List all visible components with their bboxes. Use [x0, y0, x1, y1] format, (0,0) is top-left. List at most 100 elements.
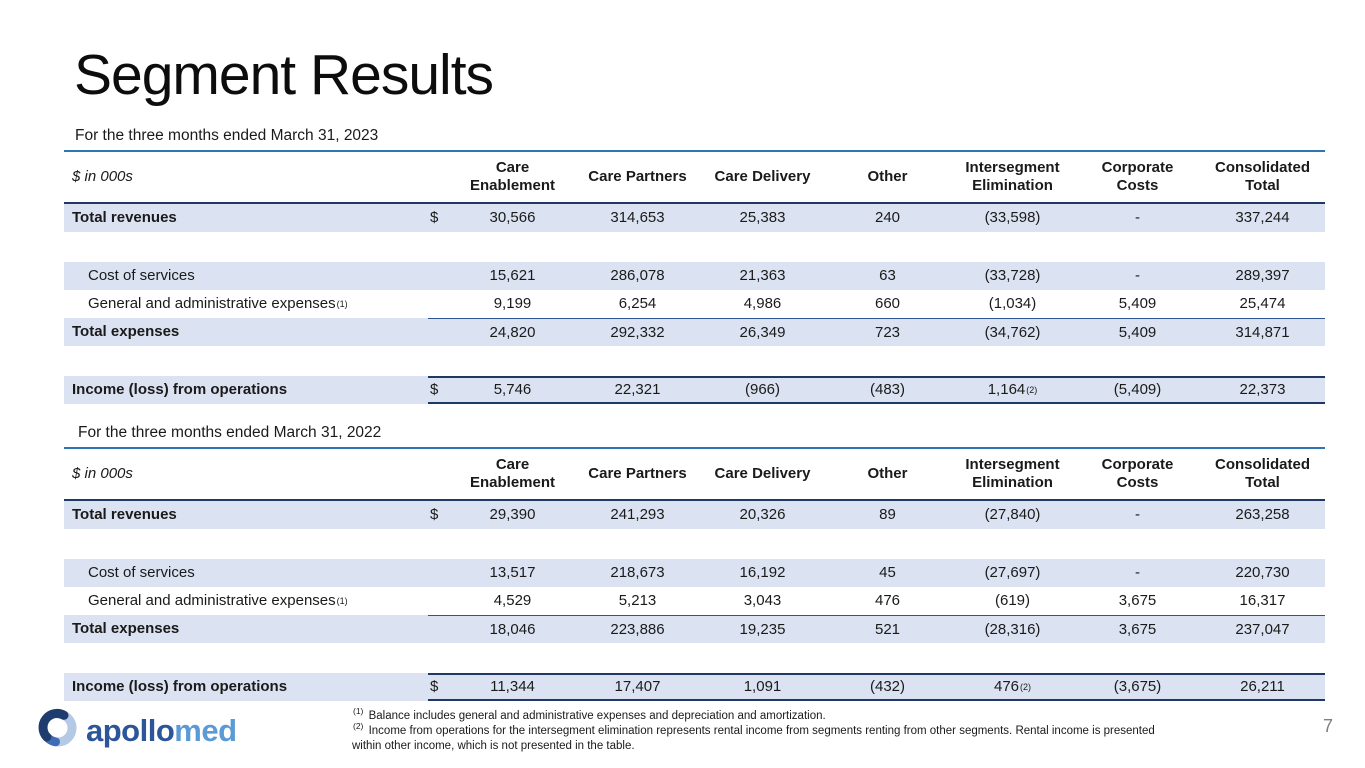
cell-value: (33,728) [984, 267, 1041, 284]
apollomed-swirl-icon [36, 706, 80, 755]
dollar-sign: $ [428, 673, 450, 701]
row-label: Total revenues [72, 506, 177, 523]
cell-value: - [1135, 209, 1140, 226]
spacer-row [64, 643, 1325, 673]
cell-value: 13,517 [489, 564, 536, 581]
cell-value: 5,409 [1075, 318, 1200, 346]
units-label: $ in 000s [72, 168, 133, 185]
cell-value: 30,566 [489, 209, 536, 226]
cell-value: 723 [825, 318, 950, 346]
cell-value: 241,293 [610, 506, 665, 523]
cell-value: 16,317 [1239, 592, 1286, 609]
table-row: Total expenses 24,820 292,332 26,349 723 (34,… [64, 318, 1325, 346]
cell-value: 18,046 [450, 615, 575, 643]
cell-value: (5,409) [1075, 376, 1200, 404]
cell-value: 26,349 [700, 318, 825, 346]
segment-table-2023: $ in 000s Care Enablement Care Partners Car… [64, 150, 1325, 404]
cell-value: 476 [874, 592, 901, 609]
footnote: (1) Balance includes general and adminis… [353, 706, 826, 722]
cell-value: 4,986 [743, 295, 782, 312]
row-label: General and administrative expenses (1) [88, 592, 348, 609]
cell-value: 5,409 [1118, 295, 1157, 312]
row-label: Cost of services [88, 564, 195, 581]
cell-value: 45 [879, 564, 896, 581]
column-header: Care Partners [588, 168, 687, 185]
table-row: Total revenues $29,390 241,293 20,326 89 (27,… [64, 501, 1325, 529]
cell-value: (966) [700, 376, 825, 404]
dollar-sign: $ [428, 376, 450, 404]
cell-value: 289,397 [1235, 267, 1290, 284]
dollar-sign [428, 559, 450, 587]
cell-value: 218,673 [610, 564, 665, 581]
column-header: Care Partners [588, 465, 687, 482]
table-row: General and administrative expenses (1) 9,… [64, 290, 1325, 318]
table-row: General and administrative expenses (1) 4,… [64, 587, 1325, 615]
dollar-sign [428, 262, 450, 290]
table-row: Cost of services 15,621 286,078 21,363 63 (33… [64, 262, 1325, 290]
cell-value: 220,730 [1235, 564, 1290, 581]
column-header: Consolidated Total [1214, 456, 1310, 491]
cell-value: 29,390 [489, 506, 536, 523]
table-header-row: $ in 000s Care Enablement Care Partners Car… [64, 150, 1325, 204]
cell-value: 292,332 [575, 318, 700, 346]
cell-value: (34,762) [950, 318, 1075, 346]
dollar-sign [428, 290, 450, 318]
column-header: Intersegment Elimination [965, 456, 1060, 491]
cell-value: 1,091 [700, 673, 825, 701]
units-label: $ in 000s [72, 465, 133, 482]
spacer-row [64, 529, 1325, 559]
dollar-sign [428, 615, 450, 643]
cell-value: (3,675) [1075, 673, 1200, 701]
cell-value: 24,820 [450, 318, 575, 346]
cell-value: 25,474 [1239, 295, 1286, 312]
cell-value: (27,840) [984, 506, 1041, 523]
apollomed-logo: apollomed [36, 706, 237, 755]
cell-value: (619) [994, 592, 1031, 609]
column-header: Care Enablement [469, 159, 556, 194]
column-header: Consolidated Total [1214, 159, 1310, 194]
cell-value: - [1135, 267, 1140, 284]
column-header: Care Delivery [714, 465, 811, 482]
table-row: Total expenses 18,046 223,886 19,235 521 (28,… [64, 615, 1325, 643]
cell-value: 4,529 [493, 592, 532, 609]
table-row: Total revenues $30,566 314,653 25,383 240 (33… [64, 204, 1325, 232]
logo-text-secondary: med [174, 712, 237, 748]
cell-value: 286,078 [610, 267, 665, 284]
row-label: Income (loss) from operations [72, 381, 288, 398]
table-row: Income (loss) from operations $11,344 17,4… [64, 673, 1325, 701]
cell-value: (27,697) [984, 564, 1041, 581]
cell-value: 16,192 [739, 564, 786, 581]
dollar-column-header [428, 152, 450, 202]
spacer-row [64, 346, 1325, 376]
cell-value: 89 [879, 506, 896, 523]
cell-value: 11,344 [450, 673, 575, 701]
dollar-sign [428, 587, 450, 615]
cell-value: 20,326 [739, 506, 786, 523]
row-label: Income (loss) from operations [72, 678, 288, 695]
table-row: Income (loss) from operations $5,746 22,32… [64, 376, 1325, 404]
footnote: (2) Income from operations for the inter… [352, 721, 1155, 753]
cell-value: 314,871 [1200, 318, 1325, 346]
cell-value: 1,164 (2) [950, 376, 1075, 404]
page-number: 7 [1322, 716, 1333, 736]
cell-value: 240 [874, 209, 901, 226]
cell-value: 660 [874, 295, 901, 312]
cell-value: 314,653 [610, 209, 665, 226]
cell-value: 3,675 [1075, 615, 1200, 643]
cell-value: (28,316) [950, 615, 1075, 643]
row-label: Cost of services [88, 267, 195, 284]
logo-wordmark: apollomed [86, 713, 237, 749]
table-row: Cost of services 13,517 218,673 16,192 45 (27… [64, 559, 1325, 587]
cell-value: 3,675 [1118, 592, 1157, 609]
cell-value: - [1135, 506, 1140, 523]
cell-value: 337,244 [1235, 209, 1290, 226]
row-label: Total expenses [72, 323, 180, 340]
table-subtitle-2023: For the three months ended March 31, 202… [75, 127, 379, 144]
cell-value: 22,321 [575, 376, 700, 404]
row-label: General and administrative expenses (1) [88, 295, 348, 312]
page-title: Segment Results [74, 43, 494, 107]
dollar-sign: $ [430, 209, 439, 226]
cell-value: 17,407 [575, 673, 700, 701]
table-header-row: $ in 000s Care Enablement Care Partners Car… [64, 447, 1325, 501]
column-header: Intersegment Elimination [965, 159, 1060, 194]
